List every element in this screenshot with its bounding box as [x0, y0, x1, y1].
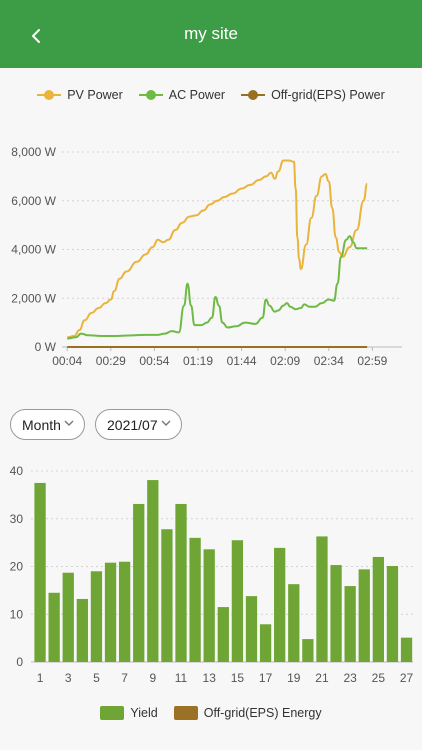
- x-tick-label: 02:59: [357, 354, 387, 368]
- x-tick-label: 02:09: [270, 354, 300, 368]
- bar-yield-day-18: [274, 547, 286, 662]
- bar-yield-day-20: [302, 639, 314, 662]
- bar-yield-day-23: [344, 586, 356, 662]
- energy-chart-legend: Yield Off-grid(EPS) Energy: [0, 706, 422, 720]
- period-select[interactable]: Month: [10, 409, 85, 440]
- bar-yield-day-7: [118, 561, 131, 662]
- x-tick-label: 7: [121, 671, 128, 685]
- bar-yield-day-2: [48, 592, 60, 662]
- date-select[interactable]: 2021/07: [95, 409, 182, 440]
- bar-yield-day-10: [161, 529, 173, 662]
- y-tick-label: 30: [10, 512, 24, 526]
- y-tick-label: 8,000 W: [11, 145, 56, 159]
- bar-yield-day-6: [104, 562, 117, 662]
- y-tick-label: 4,000 W: [11, 243, 56, 257]
- legend-label: Off-grid(EPS) Energy: [203, 706, 322, 720]
- y-tick-label: 0 W: [35, 340, 57, 354]
- bar-yield-day-16: [245, 596, 258, 662]
- legend-label: AC Power: [168, 88, 226, 102]
- chevron-down-icon: [159, 416, 173, 430]
- x-tick-label: 00:29: [96, 354, 126, 368]
- x-tick-label: 19: [287, 671, 301, 685]
- x-tick-label: 25: [372, 671, 386, 685]
- legend-label: PV Power: [67, 88, 123, 102]
- bar-yield-day-17: [259, 624, 272, 662]
- series-line-pv-power: [67, 159, 369, 339]
- bar-yield-day-1: [34, 482, 46, 662]
- y-tick-label: 0: [16, 655, 23, 669]
- x-tick-label: 01:19: [183, 354, 213, 368]
- period-select-value: Month: [22, 416, 61, 433]
- legend-item-offgrid-power[interactable]: Off-grid(EPS) Power: [241, 86, 385, 104]
- bar-yield-day-19: [288, 584, 300, 662]
- x-tick-label: 9: [149, 671, 156, 685]
- x-tick-label: 15: [231, 671, 245, 685]
- bar-yield-day-5: [90, 571, 103, 662]
- power-line-chart[interactable]: 0 W 2,000 W 4,000 W 6,000 W 8,000 W 00:04 00:2…: [0, 130, 422, 380]
- legend-item-pv-power[interactable]: PV Power: [37, 86, 123, 104]
- bar-yield-day-21: [316, 536, 328, 662]
- legend-marker: [241, 90, 266, 100]
- bar-yield-day-9: [147, 480, 159, 662]
- legend-label: Yield: [130, 706, 158, 720]
- x-tick-label: 11: [175, 671, 188, 685]
- legend-item-offgrid-energy[interactable]: Off-grid(EPS) Energy: [173, 706, 322, 720]
- legend-swatch: [173, 706, 198, 720]
- back-button[interactable]: [22, 20, 50, 52]
- bar-yield-day-11: [175, 503, 187, 662]
- bar-yield-day-24: [358, 569, 370, 662]
- x-tick-label: 02:34: [314, 354, 344, 368]
- x-tick-label: 00:04: [52, 354, 82, 368]
- power-chart-legend: PV Power AC Power Off-grid(EPS) Power: [0, 86, 422, 104]
- bar-yield-day-15: [231, 540, 244, 662]
- legend-marker: [37, 90, 62, 100]
- y-tick-label: 2,000 W: [11, 291, 56, 305]
- x-tick-label: 1: [37, 671, 44, 685]
- bar-yield-day-22: [330, 565, 342, 662]
- chevron-left-icon: [32, 29, 40, 43]
- x-tick-label: 3: [65, 671, 72, 685]
- bar-yield-day-4: [76, 598, 88, 662]
- bar-yield-day-8: [133, 503, 145, 662]
- bar-yield-day-26: [386, 566, 399, 662]
- x-tick-label: 27: [400, 671, 414, 685]
- bar-yield-day-14: [217, 607, 229, 662]
- page-title: my site: [184, 24, 238, 43]
- legend-label: Off-grid(EPS) Power: [271, 88, 385, 102]
- x-tick-label: 17: [259, 671, 273, 685]
- bar-yield-day-25: [372, 556, 384, 662]
- y-tick-label: 40: [10, 464, 24, 478]
- x-tick-label: 00:54: [139, 354, 169, 368]
- x-tick-label: 21: [315, 671, 329, 685]
- legend-item-yield[interactable]: Yield: [100, 706, 158, 720]
- app-header: my site: [0, 0, 422, 68]
- legend-swatch: [100, 706, 125, 720]
- x-tick-label: 23: [343, 671, 357, 685]
- x-tick-label: 5: [93, 671, 100, 685]
- y-tick-label: 20: [10, 560, 24, 574]
- legend-item-ac-power[interactable]: AC Power: [138, 86, 226, 104]
- bar-yield-day-12: [189, 537, 201, 662]
- y-tick-label: 10: [10, 607, 24, 621]
- bar-yield-day-13: [203, 549, 215, 662]
- series-line-ac-power: [67, 235, 368, 340]
- date-select-value: 2021/07: [107, 416, 158, 433]
- bar-yield-day-3: [62, 572, 74, 662]
- chevron-down-icon: [62, 416, 76, 430]
- x-tick-label: 01:44: [227, 354, 257, 368]
- bar-yield-day-27: [400, 637, 413, 662]
- legend-marker: [138, 90, 163, 100]
- x-tick-label: 13: [203, 671, 217, 685]
- y-tick-label: 6,000 W: [11, 194, 56, 208]
